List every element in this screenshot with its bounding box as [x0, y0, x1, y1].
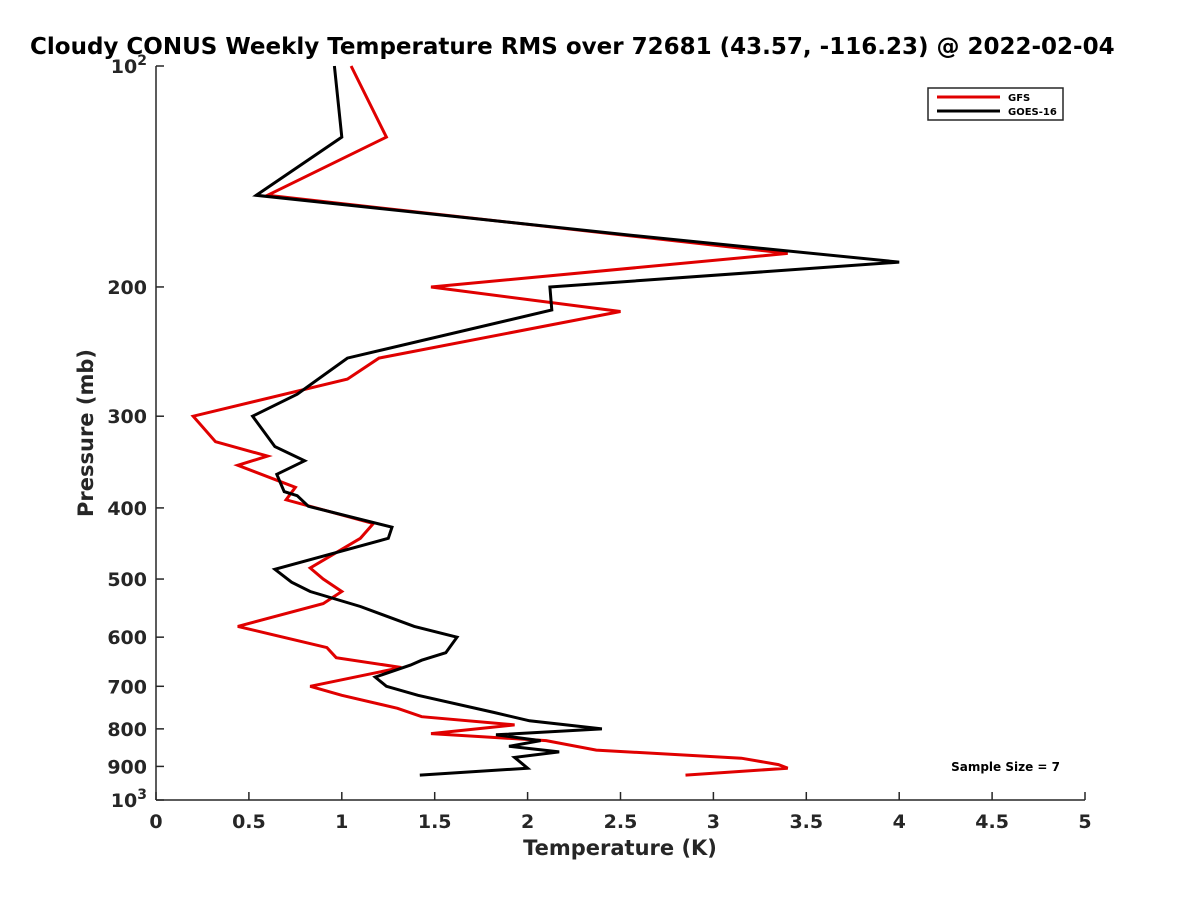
plot-area	[190, 65, 900, 777]
legend-label: GOES-16	[1008, 107, 1057, 118]
x-tick-label: 5	[1078, 811, 1091, 833]
series-line-goes-16	[250, 65, 900, 777]
y-tick-label: 500	[107, 569, 147, 591]
y-tick-label-base: 10	[111, 790, 137, 812]
x-tick-label: 1.5	[418, 811, 452, 833]
x-axis: 0 0.5 1 1.5 2 2.5 3 3.5 4 4.5 5	[149, 792, 1092, 833]
sample-size-annotation: Sample Size = 7	[951, 760, 1060, 774]
y-axis-label: Pressure (mb)	[74, 349, 98, 517]
y-tick-label: 103	[111, 787, 147, 812]
series-line-gfs	[190, 65, 789, 777]
y-tick-label: 400	[107, 498, 147, 520]
legend-box	[927, 87, 1064, 121]
y-tick-label: 800	[107, 719, 147, 741]
legend-label: GFS	[1008, 93, 1030, 104]
y-tick-label: 200	[107, 277, 147, 299]
x-tick-label: 4.5	[975, 811, 1009, 833]
x-tick-label: 3	[707, 811, 720, 833]
x-tick-label: 4	[893, 811, 906, 833]
y-tick-label: 102	[111, 53, 147, 78]
y-tick-label-exponent: 3	[137, 787, 147, 803]
y-tick-label: 700	[107, 676, 147, 698]
y-tick-label-exponent: 2	[137, 53, 147, 69]
x-tick-label: 2.5	[604, 811, 638, 833]
y-tick-label: 900	[107, 756, 147, 778]
y-tick-label-base: 10	[111, 56, 137, 78]
x-tick-label: 1	[335, 811, 348, 833]
x-tick-label: 2	[521, 811, 534, 833]
legend: GFS GOES-16	[927, 87, 1064, 121]
y-tick-label: 600	[107, 627, 147, 649]
x-tick-label: 0.5	[232, 811, 266, 833]
chart-title: Cloudy CONUS Weekly Temperature RMS over…	[30, 34, 1115, 60]
x-tick-label: 0	[149, 811, 162, 833]
x-axis-label: Temperature (K)	[523, 836, 717, 860]
x-tick-label: 3.5	[789, 811, 823, 833]
y-tick-label: 300	[107, 406, 147, 428]
